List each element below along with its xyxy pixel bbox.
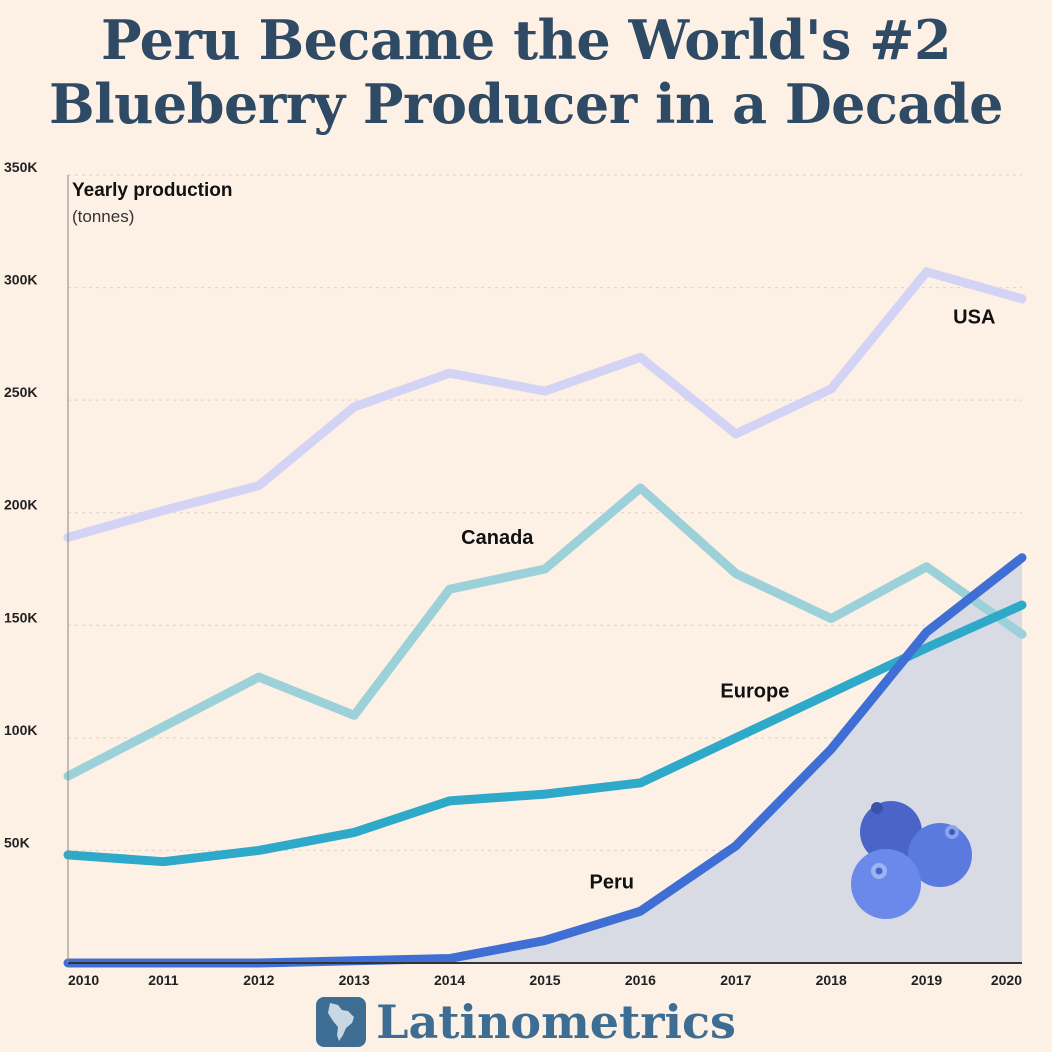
brand-name: Latinometrics bbox=[376, 995, 736, 1049]
x-tick-label: 2012 bbox=[243, 972, 274, 988]
point-peru-2019 bbox=[926, 631, 928, 633]
point-canada-2011 bbox=[162, 726, 164, 728]
point-europe-2018 bbox=[830, 692, 832, 694]
point-peru-2014 bbox=[449, 957, 451, 959]
point-canada-2012 bbox=[258, 676, 260, 678]
title-line-1: Peru Became the World's #2 bbox=[100, 8, 952, 72]
point-usa-2017 bbox=[735, 433, 737, 435]
chart-title: Peru Became the World's #2 Blueberry Pro… bbox=[0, 8, 1052, 136]
point-canada-2020 bbox=[1021, 633, 1023, 635]
x-tick-label: 2018 bbox=[816, 972, 847, 988]
series-labels: USA Canada Europe Peru bbox=[461, 307, 995, 894]
point-peru-2013 bbox=[353, 960, 355, 962]
point-europe-2015 bbox=[544, 793, 546, 795]
x-tick-label: 2020 bbox=[991, 972, 1022, 988]
point-europe-2014 bbox=[449, 800, 451, 802]
point-canada-2015 bbox=[544, 568, 546, 570]
point-peru-2016 bbox=[639, 910, 641, 912]
point-usa-2018 bbox=[830, 388, 832, 390]
y-tick-label: 50K bbox=[4, 834, 30, 850]
x-tick-label: 2010 bbox=[68, 972, 99, 988]
series-line-usa bbox=[63, 267, 1027, 542]
point-canada-2016 bbox=[639, 487, 641, 489]
x-axis-ticks: 2010 2011 2012 2013 2014 2015 2016 2017 2018 2019… bbox=[68, 972, 1022, 988]
x-tick-label: 2011 bbox=[148, 972, 179, 988]
x-tick-label: 2017 bbox=[720, 972, 751, 988]
point-usa-2016 bbox=[639, 356, 641, 358]
y-tick-label: 150K bbox=[4, 609, 37, 625]
point-canada-2017 bbox=[735, 573, 737, 575]
y-axis-ticks: 50K 100K 150K 200K 250K 300K 350K bbox=[4, 159, 37, 850]
point-canada-2018 bbox=[830, 618, 832, 620]
y-axis-unit: (tonnes) bbox=[72, 207, 134, 226]
y-tick-label: 100K bbox=[4, 722, 37, 738]
point-peru-2018 bbox=[830, 748, 832, 750]
x-tick-label: 2013 bbox=[339, 972, 370, 988]
y-tick-label: 300K bbox=[4, 272, 37, 288]
point-usa-2011 bbox=[162, 509, 164, 511]
peru-area bbox=[68, 557, 1022, 963]
title-line-2: Blueberry Producer in a Decade bbox=[48, 72, 1004, 136]
point-europe-2011 bbox=[162, 861, 164, 863]
latin-america-map-icon bbox=[316, 997, 367, 1047]
point-europe-2012 bbox=[258, 849, 260, 851]
y-tick-label: 250K bbox=[4, 384, 37, 400]
point-usa-2014 bbox=[449, 372, 451, 374]
blueberries-illustration bbox=[851, 801, 972, 919]
x-tick-label: 2019 bbox=[911, 972, 942, 988]
point-peru-2015 bbox=[544, 939, 546, 941]
point-peru-2020 bbox=[1021, 557, 1023, 559]
peru-shaded-area bbox=[68, 557, 1022, 963]
y-axis-title: Yearly production bbox=[72, 180, 232, 201]
series-label-europe: Europe bbox=[720, 680, 789, 702]
point-europe-2017 bbox=[735, 737, 737, 739]
point-europe-2019 bbox=[926, 647, 928, 649]
x-tick-label: 2014 bbox=[434, 972, 465, 988]
point-usa-2020 bbox=[1021, 298, 1023, 300]
y-tick-label: 350K bbox=[4, 159, 37, 175]
point-usa-2012 bbox=[258, 485, 260, 487]
point-usa-2013 bbox=[353, 406, 355, 408]
series-label-canada: Canada bbox=[461, 527, 534, 549]
point-peru-2017 bbox=[735, 845, 737, 847]
point-usa-2015 bbox=[544, 390, 546, 392]
point-usa-2019 bbox=[926, 271, 928, 273]
grid-lines bbox=[68, 174, 1022, 852]
point-canada-2019 bbox=[926, 566, 928, 568]
x-tick-label: 2015 bbox=[529, 972, 560, 988]
point-europe-2013 bbox=[353, 831, 355, 833]
footer: Latinometrics bbox=[0, 992, 1052, 1052]
point-canada-2014 bbox=[449, 588, 451, 590]
x-tick-label: 2016 bbox=[625, 972, 656, 988]
point-europe-2016 bbox=[639, 782, 641, 784]
series-label-peru: Peru bbox=[590, 872, 634, 894]
series-label-usa: USA bbox=[953, 307, 995, 329]
point-europe-2020 bbox=[1021, 604, 1023, 606]
point-canada-2013 bbox=[353, 714, 355, 716]
y-tick-label: 200K bbox=[4, 497, 37, 513]
